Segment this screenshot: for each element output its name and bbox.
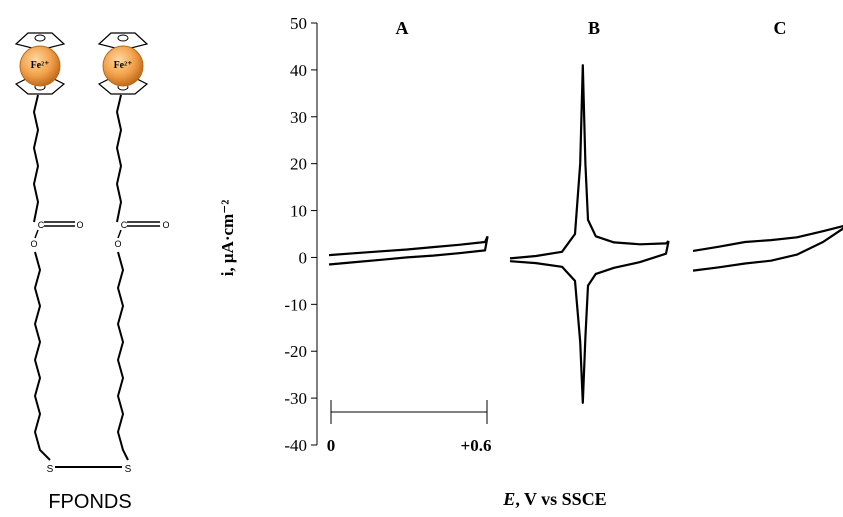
- ferrocene-right: Fe²⁺: [97, 32, 149, 95]
- scale-bar-end-label: +0.6: [461, 436, 492, 455]
- scale-bar-start-label: 0: [327, 436, 336, 455]
- ferrocene-left: Fe²⁺: [14, 32, 66, 95]
- ester-o-single-right: O: [114, 239, 121, 249]
- y-tick-label: -20: [284, 342, 307, 361]
- cv-curves: [328, 64, 843, 404]
- cv-curve-c-cathodic: [692, 227, 843, 272]
- panel-label-c: C: [774, 18, 787, 38]
- x-axis-label-e: E: [502, 489, 515, 509]
- y-tick-label: 10: [290, 202, 307, 221]
- cv-curve-b-anodic: [509, 64, 670, 260]
- y-tick-label: 50: [290, 14, 307, 33]
- fe-label-right: Fe²⁺: [114, 60, 133, 71]
- panel-label-a: A: [396, 18, 409, 38]
- panel-label-b: B: [588, 18, 600, 38]
- y-tick-label: 0: [299, 248, 308, 267]
- lower-chain-right: [116, 251, 129, 461]
- upper-chain-right: [115, 94, 123, 223]
- y-tick-label: 30: [290, 108, 307, 127]
- sulfur-left: S: [47, 464, 54, 475]
- cv-chart: 50 40 30 20 10 0 -10 -20 -30 -40 i, μA·cm⁻² A B C 0…: [218, 14, 843, 509]
- ester-o-double-left: O: [76, 220, 83, 230]
- molecule-name: FPONDS: [48, 491, 131, 513]
- x-axis-label: E, V vs SSCE: [502, 489, 606, 509]
- lower-chain-left: [33, 251, 51, 461]
- ester-c-left: C: [38, 220, 45, 230]
- y-tick-label: -10: [284, 295, 307, 314]
- ester-left: C O O: [30, 220, 83, 249]
- fe-label-left: Fe²⁺: [31, 60, 50, 71]
- cv-curve-b-cathodic: [509, 240, 670, 404]
- y-tick-label: -40: [284, 436, 307, 455]
- upper-chain-left: [32, 94, 40, 223]
- cv-curve-c-anodic: [692, 224, 843, 252]
- cv-curve-a-anodic: [328, 235, 489, 257]
- fponds-molecule-diagram: Fe²⁺ Fe²⁺ C O O C O O: [14, 32, 170, 513]
- ester-right: C O O: [114, 220, 169, 249]
- x-axis-label-rest: , V vs SSCE: [515, 489, 606, 509]
- y-axis-label: i, μA·cm⁻²: [218, 200, 237, 277]
- sulfur-right: S: [125, 464, 132, 475]
- panel-labels: A B C: [396, 18, 787, 38]
- y-axis: 50 40 30 20 10 0 -10 -20 -30 -40: [284, 14, 318, 455]
- ester-o-double-right: O: [162, 220, 169, 230]
- ester-c-right: C: [121, 220, 128, 230]
- y-tick-label: -30: [284, 389, 307, 408]
- ester-o-single-left: O: [30, 239, 37, 249]
- y-tick-label: 20: [290, 155, 307, 174]
- potential-scale-bar: 0 +0.6: [327, 400, 492, 455]
- cv-curve-a-cathodic: [328, 236, 489, 266]
- y-tick-label: 40: [290, 61, 307, 80]
